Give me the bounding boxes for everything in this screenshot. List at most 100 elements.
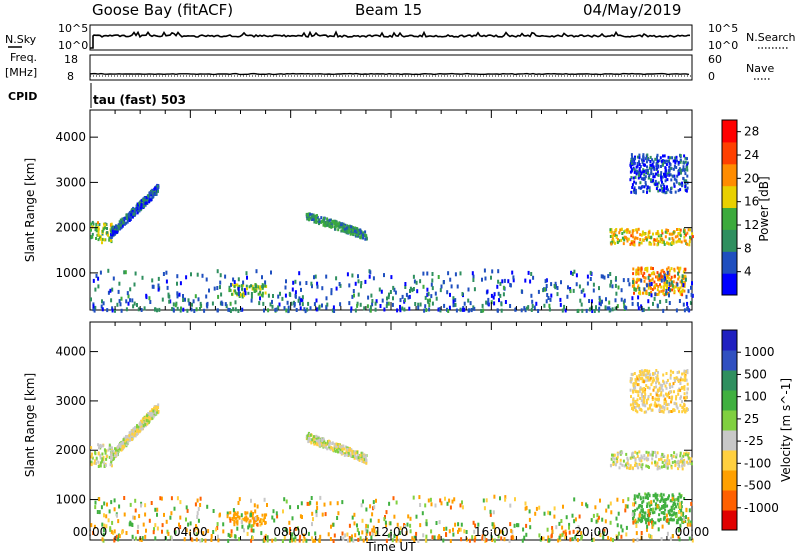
echo-cell — [647, 451, 650, 455]
echo-cell — [393, 514, 396, 519]
echo-cell — [634, 169, 637, 173]
echo-cell — [263, 497, 266, 502]
echo-cell — [119, 218, 122, 222]
echo-cell — [125, 221, 128, 225]
echo-cell — [656, 243, 659, 247]
echo-cell — [649, 376, 652, 380]
echo-cell — [308, 218, 311, 221]
echo-cell — [114, 454, 116, 457]
echo-cell — [111, 231, 113, 235]
echo-cell — [110, 222, 113, 226]
echo-cell — [666, 466, 669, 470]
echo-cell — [660, 184, 663, 188]
echo-cell — [659, 272, 662, 276]
echo-cell — [648, 533, 650, 538]
echo-cell — [463, 307, 466, 312]
echo-cell — [638, 160, 640, 164]
echo-cell — [172, 308, 175, 313]
echo-cell — [233, 285, 236, 289]
echo-cell — [327, 439, 330, 443]
echo-cell — [325, 274, 328, 279]
echo-cell — [662, 308, 665, 313]
echo-cell — [363, 234, 366, 237]
echo-cell — [363, 457, 366, 461]
echo-cell — [132, 515, 135, 520]
echo-cell — [493, 538, 496, 543]
echo-cell — [663, 242, 666, 246]
echo-cell — [314, 274, 317, 279]
echo-cell — [642, 496, 645, 500]
echo-cell — [647, 286, 650, 290]
echo-cell — [644, 291, 647, 295]
echo-cell — [499, 529, 502, 534]
echo-cell — [156, 507, 159, 512]
echo-cell — [648, 242, 651, 246]
echo-cell — [609, 228, 612, 232]
echo-cell — [611, 240, 614, 244]
echo-cell — [550, 533, 553, 538]
echo-cell — [112, 449, 115, 453]
echo-cell — [657, 388, 660, 392]
echo-cell — [635, 172, 638, 176]
echo-cell — [634, 406, 637, 409]
echo-cell — [366, 304, 369, 309]
echo-cell — [234, 516, 237, 520]
echo-cell — [380, 289, 383, 294]
echo-cell — [638, 406, 641, 410]
echo-cell — [646, 505, 648, 508]
echo-cell — [398, 531, 401, 535]
echo-cell — [307, 301, 310, 306]
echo-cell — [178, 522, 180, 527]
echo-cell — [647, 407, 650, 411]
echo-cell — [634, 386, 637, 390]
echo-cell — [568, 525, 570, 530]
echo-cell — [323, 222, 326, 226]
echo-cell — [306, 437, 309, 441]
echo-cell — [101, 452, 104, 456]
echo-cell — [636, 410, 639, 414]
echo-cell — [92, 530, 95, 535]
echo-cell — [108, 443, 111, 447]
echo-cell — [629, 464, 632, 468]
echo-cell — [666, 185, 668, 189]
echo-cell — [635, 531, 638, 536]
echo-cell — [424, 304, 427, 309]
echo-cell — [684, 277, 687, 282]
echo-cell — [244, 518, 246, 522]
echo-cell — [289, 505, 292, 510]
echo-cell — [95, 458, 98, 462]
echo-cell — [145, 201, 148, 205]
echo-cell — [131, 210, 134, 213]
echo-cell — [188, 301, 191, 306]
echo-cell — [564, 529, 567, 534]
echo-cell — [210, 534, 213, 538]
echo-cell — [630, 240, 633, 243]
echo-cell — [537, 309, 540, 313]
echo-cell — [134, 508, 137, 513]
echo-cell — [636, 383, 639, 387]
echo-cell — [624, 235, 627, 239]
echo-cell — [666, 518, 669, 523]
echo-cell — [102, 532, 105, 537]
echo-cell — [315, 436, 318, 440]
echo-cell — [646, 186, 649, 190]
echo-cell — [467, 287, 470, 292]
echo-cell — [652, 376, 655, 380]
echo-cell — [431, 286, 434, 291]
echo-cell — [671, 456, 673, 460]
echo-cell — [396, 535, 398, 540]
echo-cell — [646, 168, 649, 172]
echo-cell — [659, 393, 662, 397]
echo-cell — [143, 196, 146, 200]
echo-cell — [179, 515, 182, 520]
echo-cell — [236, 526, 239, 531]
echo-cell — [681, 288, 684, 292]
echo-cell — [633, 186, 636, 190]
echo-cell — [472, 520, 475, 525]
echo-cell — [629, 243, 632, 246]
echo-cell — [593, 309, 596, 313]
echo-cell — [91, 452, 93, 456]
echo-cell — [641, 380, 644, 384]
echo-cell — [649, 373, 651, 377]
echo-cell — [663, 273, 666, 278]
